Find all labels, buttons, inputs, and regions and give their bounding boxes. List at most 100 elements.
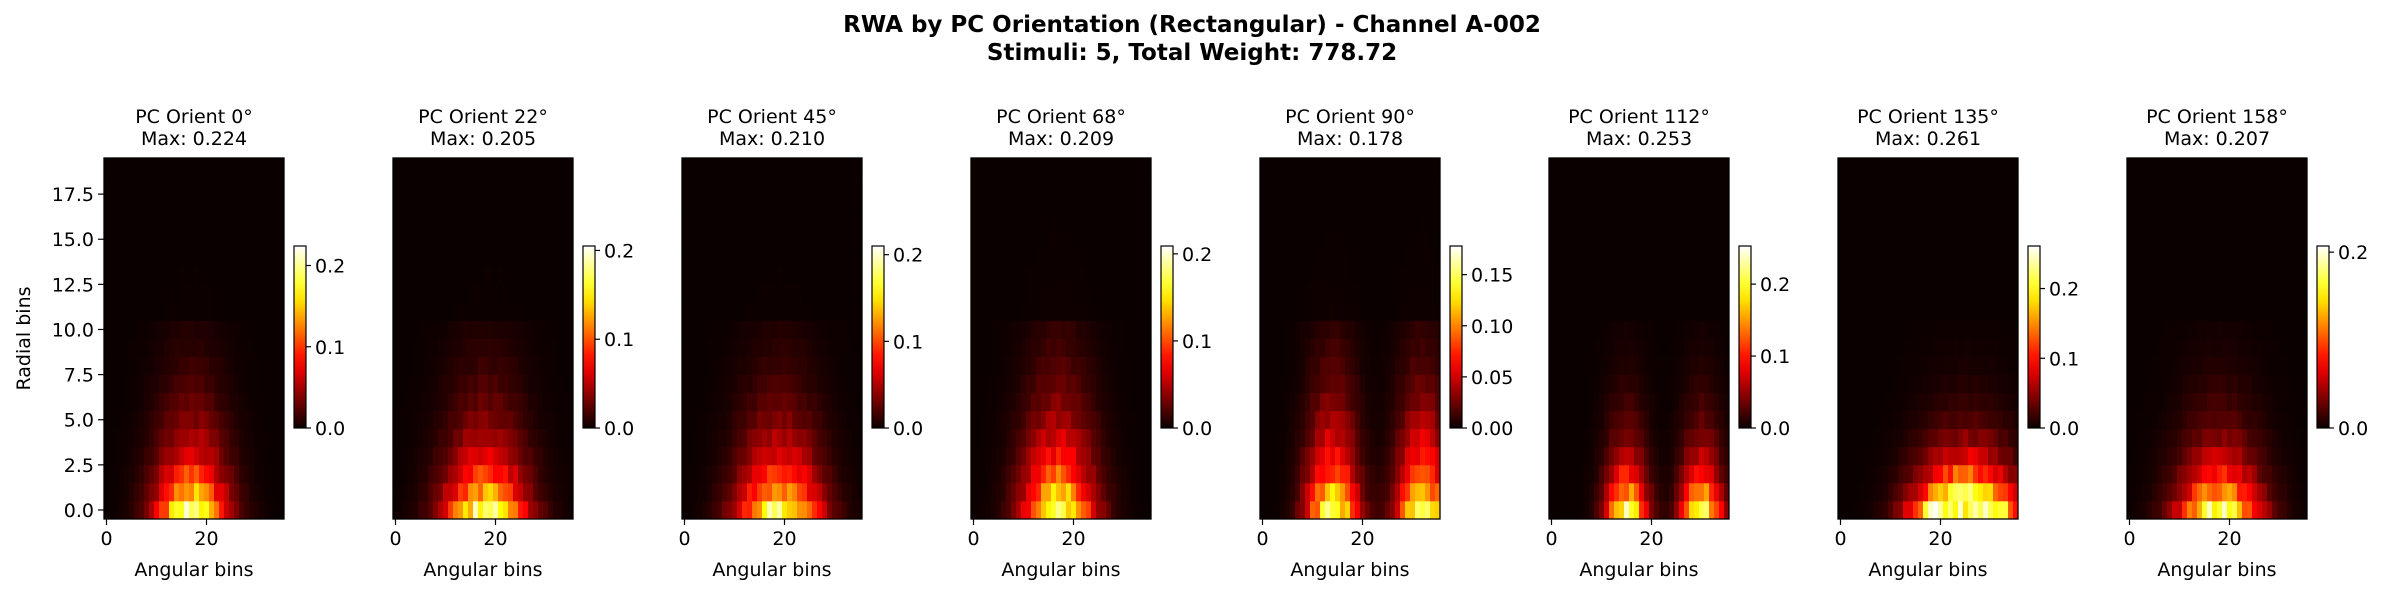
heatmap-cell — [757, 284, 763, 303]
heatmap-cell — [1549, 500, 1555, 520]
heatmap-cell — [423, 392, 429, 412]
heatmap-cell — [837, 320, 843, 339]
heatmap-cell — [1888, 338, 1894, 357]
heatmap-cell — [219, 212, 225, 231]
heatmap-cell — [473, 374, 479, 394]
heatmap-cell — [493, 158, 499, 177]
heatmap-cell — [254, 446, 260, 466]
heatmap-cell — [1674, 500, 1680, 520]
heatmap-cell — [279, 194, 285, 213]
heatmap-cell — [548, 356, 554, 375]
heatmap-cell — [1116, 410, 1122, 430]
heatmap-cell — [1345, 284, 1351, 303]
heatmap-cell — [453, 500, 459, 520]
heatmap-cell — [1838, 500, 1844, 520]
heatmap-cell — [1923, 266, 1929, 285]
heatmap-cell — [244, 500, 250, 520]
heatmap-cell — [488, 374, 494, 394]
heatmap-cell — [124, 500, 130, 520]
heatmap-cell — [279, 248, 285, 267]
heatmap-cell — [1649, 212, 1655, 231]
heatmap-cell — [1051, 374, 1057, 394]
heatmap-cell — [1848, 266, 1854, 285]
heatmap-cell — [149, 482, 155, 502]
heatmap-cell — [1863, 194, 1869, 213]
heatmap-cell — [468, 392, 474, 412]
heatmap-cell — [772, 302, 778, 321]
heatmap-cell — [782, 176, 788, 195]
heatmap-cell — [1654, 482, 1660, 502]
heatmap-cell — [1634, 446, 1640, 466]
heatmap-cell — [832, 194, 838, 213]
heatmap-cell — [971, 410, 977, 430]
heatmap-cell — [1365, 428, 1371, 448]
heatmap-cell — [418, 176, 424, 195]
heatmap-cell — [1121, 176, 1127, 195]
heatmap-cell — [538, 482, 544, 502]
heatmap-cell — [702, 230, 708, 249]
heatmap-cell — [1679, 320, 1685, 339]
heatmap-cell — [1659, 356, 1665, 375]
heatmap-cell — [1081, 356, 1087, 375]
heatmap-cell — [453, 266, 459, 285]
heatmap-cell — [1305, 194, 1311, 213]
heatmap-cell — [1385, 428, 1391, 448]
colorbar-tick-label: 0.0 — [315, 418, 345, 440]
heatmap-cell — [234, 212, 240, 231]
heatmap-cell — [847, 464, 853, 484]
panel-max: Max: 0.253 — [1586, 128, 1692, 150]
heatmap-cell — [418, 212, 424, 231]
heatmap-cell — [1360, 176, 1366, 195]
heatmap-cell — [1724, 212, 1730, 231]
heatmap-cell — [1325, 356, 1331, 375]
heatmap-cell — [134, 194, 140, 213]
heatmap-cell — [847, 392, 853, 412]
heatmap-cell — [1081, 428, 1087, 448]
heatmap-cell — [991, 212, 997, 231]
heatmap-cell — [1609, 464, 1615, 484]
heatmap-cell — [782, 428, 788, 448]
heatmap-cell — [1549, 158, 1555, 177]
heatmap-cell — [852, 428, 858, 448]
heatmap-cell — [468, 320, 474, 339]
heatmap-cell — [1325, 410, 1331, 430]
heatmap-cell — [1913, 230, 1919, 249]
heatmap-cell — [1260, 302, 1266, 321]
heatmap-cell — [184, 302, 190, 321]
heatmap-cell — [1131, 392, 1137, 412]
heatmap-cell — [1031, 284, 1037, 303]
heatmap-cell — [1330, 410, 1336, 430]
heatmap-cell — [1390, 338, 1396, 357]
heatmap-cell — [1021, 392, 1027, 412]
heatmap-cell — [1624, 392, 1630, 412]
heatmap-cell — [787, 428, 793, 448]
heatmap-cell — [229, 464, 235, 484]
heatmap-cell — [1589, 338, 1595, 357]
heatmap-cell — [1370, 158, 1376, 177]
heatmap-cell — [976, 392, 982, 412]
heatmap-cell — [802, 194, 808, 213]
heatmap-cell — [1410, 356, 1416, 375]
heatmap-cell — [194, 158, 200, 177]
heatmap-cell — [259, 374, 265, 394]
heatmap-cell — [1594, 374, 1600, 394]
heatmap-cell — [189, 464, 195, 484]
heatmap-cell — [1893, 194, 1899, 213]
heatmap-cell — [169, 482, 175, 502]
heatmap-cell — [1350, 356, 1356, 375]
heatmap-cell — [986, 428, 992, 448]
heatmap-cell — [528, 176, 534, 195]
heatmap-cell — [493, 500, 499, 520]
heatmap-cell — [707, 284, 713, 303]
heatmap-cell — [732, 302, 738, 321]
heatmap-cell — [762, 248, 768, 267]
heatmap-cell — [1838, 194, 1844, 213]
heatmap-cell — [832, 464, 838, 484]
heatmap-cell — [802, 338, 808, 357]
heatmap-cell — [1051, 158, 1057, 177]
heatmap-cell — [1838, 284, 1844, 303]
heatmap-cell — [1649, 158, 1655, 177]
heatmap-cell — [986, 482, 992, 502]
heatmap-cell — [1026, 410, 1032, 430]
